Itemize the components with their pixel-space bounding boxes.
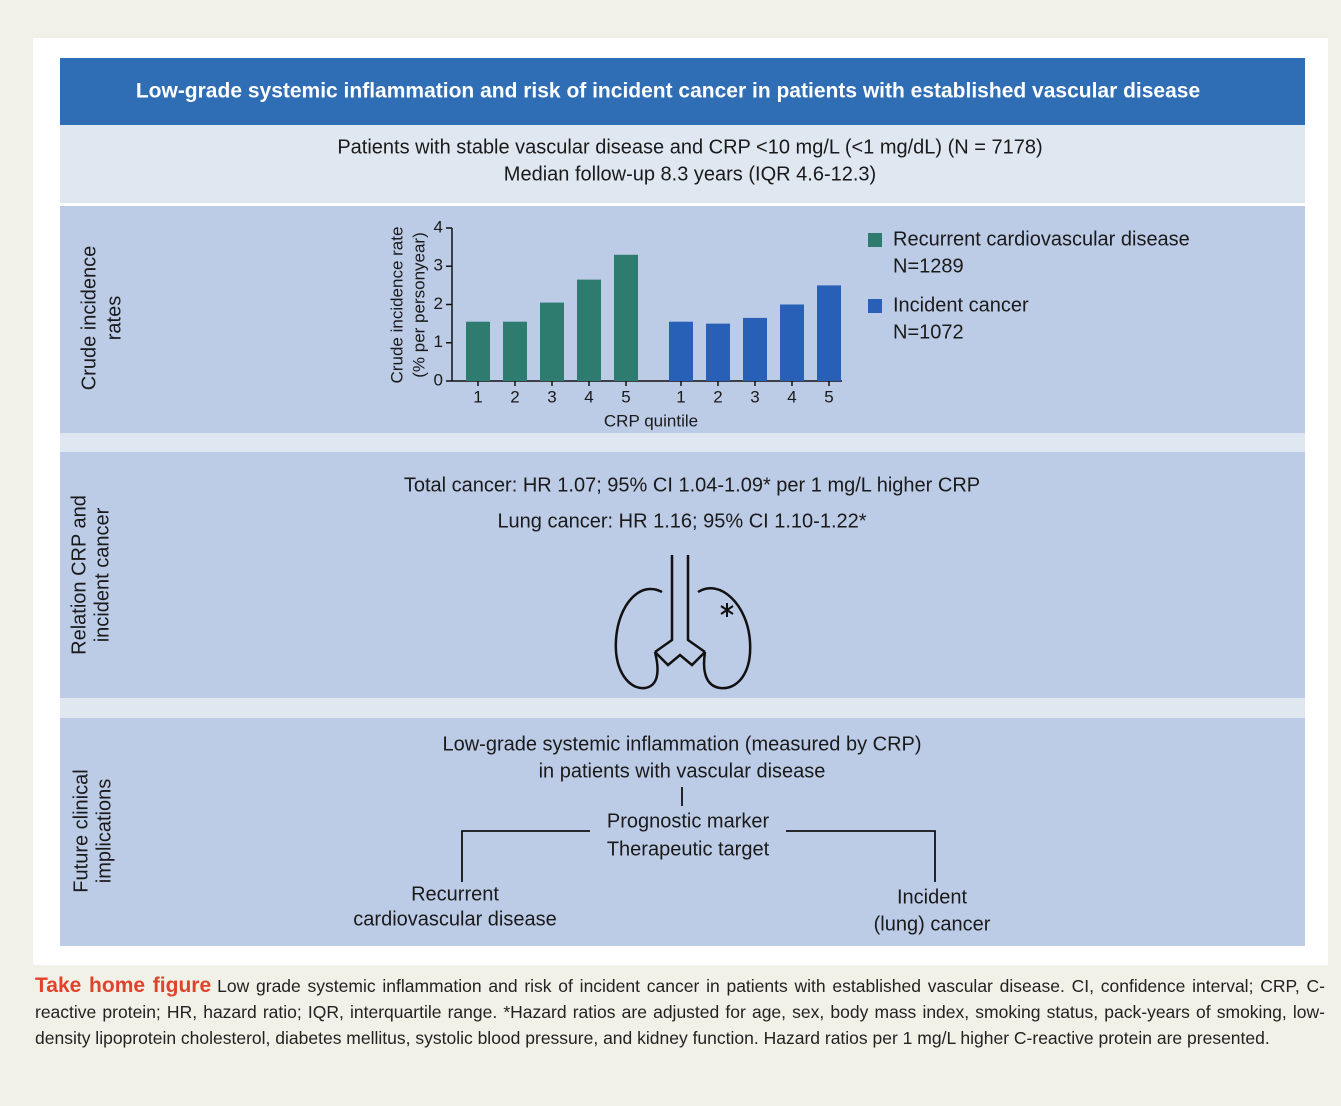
y-tick-label: 3 [434, 256, 443, 275]
relation-line: Total cancer: HR 1.07; 95% CI 1.04-1.09*… [404, 474, 980, 496]
caption-lead: Take home figure [35, 974, 212, 997]
x-tick-label: 4 [787, 387, 796, 406]
x-tick-label: 3 [547, 387, 556, 406]
bar [817, 285, 841, 381]
implication-text: Prognostic marker [607, 810, 770, 832]
x-tick-label: 2 [510, 387, 519, 406]
x-tick-label: 5 [824, 387, 833, 406]
implications-tree: Low-grade systemic inflammation (measure… [353, 733, 990, 935]
bar [466, 321, 490, 381]
legend-label: Incident cancer [893, 294, 1029, 316]
caption-text: Low grade systemic inflammation and risk… [35, 976, 1325, 1048]
trachea-left [654, 555, 674, 654]
bar [614, 254, 638, 381]
figure: Low-grade systemic inflammation and risk… [33, 38, 1328, 965]
section-label: rates [103, 296, 125, 340]
section-label: Crude incidence [78, 246, 100, 391]
bar [743, 317, 767, 381]
y-tick-label: 4 [434, 217, 443, 236]
x-tick-label: 3 [750, 387, 759, 406]
y-axis-label: Crude incidence rate [387, 227, 406, 384]
bar [503, 321, 527, 381]
y-tick-label: 2 [434, 294, 443, 313]
y-tick-label: 0 [434, 370, 443, 389]
x-tick-label: 1 [676, 387, 685, 406]
bar [540, 302, 564, 381]
tree-lines [461, 787, 936, 882]
bar [577, 279, 601, 381]
x-tick-label: 4 [584, 387, 593, 406]
lungs-icon [614, 555, 752, 690]
legend-swatch [868, 233, 882, 247]
bar [780, 304, 804, 381]
lung-marker [720, 603, 734, 617]
implication-text: Therapeutic target [607, 838, 770, 860]
legend-count: N=1289 [893, 255, 964, 277]
section-label: Future clinical [70, 769, 92, 892]
bronchi [654, 651, 706, 667]
implication-text: Recurrent [411, 883, 499, 905]
header-title: Low-grade systemic inflammation and risk… [136, 80, 1200, 103]
chart-panel [60, 206, 1305, 433]
section-labels: Crude incidence rates Relation CRP and i… [68, 246, 125, 893]
relation-line: Lung cancer: HR 1.16; 95% CI 1.10-1.22* [497, 510, 866, 532]
right-lung [697, 587, 752, 690]
legend-swatch [868, 299, 882, 313]
implication-text: in patients with vascular disease [539, 760, 826, 782]
bar [669, 321, 693, 381]
implications-panel [60, 718, 1305, 946]
implication-text: Low-grade systemic inflammation (measure… [442, 733, 921, 755]
cohort-line: Median follow-up 8.3 years (IQR 4.6-12.3… [504, 163, 876, 185]
section-label: incident cancer [91, 507, 113, 642]
section-label: implications [93, 779, 115, 883]
bar-chart: 0 1 2 3 4 Crude incidence rate (% per personye… [387, 217, 1189, 430]
legend-count: N=1072 [893, 321, 964, 343]
cohort-panel [60, 125, 1305, 203]
bar [706, 323, 730, 381]
y-tick-label: 1 [434, 332, 443, 351]
panel-gap [60, 433, 1305, 452]
y-axis-label: (% per personyear) [409, 232, 428, 378]
section-label: Relation CRP and [68, 495, 90, 655]
header-bar [60, 58, 1305, 125]
x-tick-label: 1 [473, 387, 482, 406]
x-tick-label: 5 [621, 387, 630, 406]
trachea-right [686, 555, 706, 654]
x-tick-label: 2 [713, 387, 722, 406]
implication-text: (lung) cancer [874, 913, 991, 935]
x-axis-label: CRP quintile [604, 411, 698, 430]
panel-gap [60, 698, 1305, 718]
legend-label: Recurrent cardiovascular disease [893, 228, 1190, 250]
cohort-line: Patients with stable vascular disease an… [337, 136, 1042, 158]
left-lung [614, 587, 663, 690]
implication-text: cardiovascular disease [353, 908, 556, 930]
implication-text: Incident [897, 886, 967, 908]
caption: Take home figure Low grade systemic infla… [35, 973, 1325, 1051]
